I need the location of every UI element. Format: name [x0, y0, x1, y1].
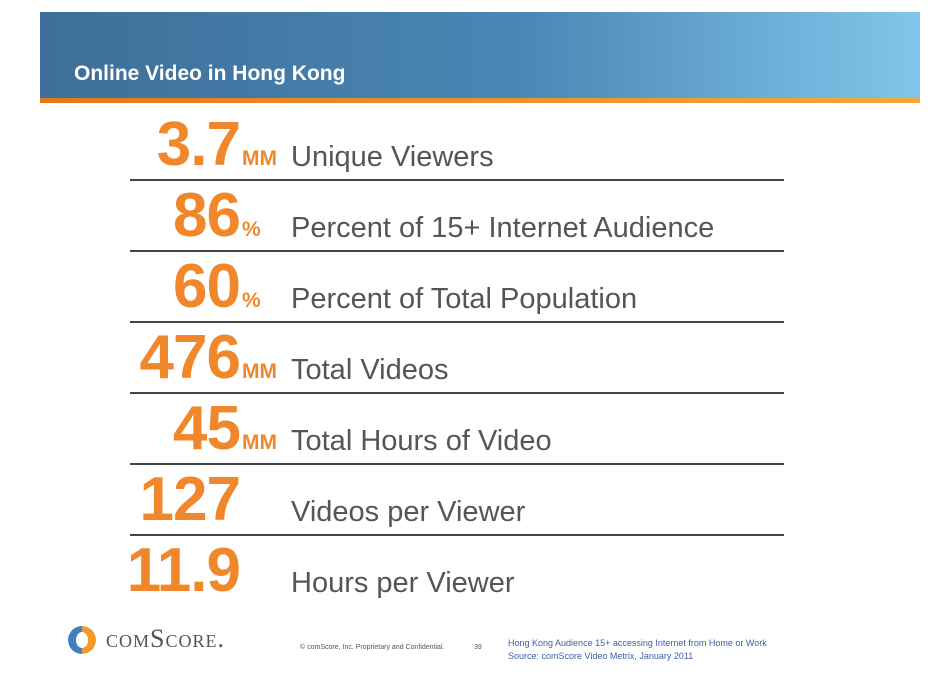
copyright: © comScore, Inc. Proprietary and Confide… [300, 644, 445, 651]
stat-row: 476 MM Total Videos [0, 322, 947, 393]
stat-unit: % [242, 218, 261, 241]
header-band [40, 12, 920, 98]
page-number: 39 [474, 644, 482, 651]
header-stripe [40, 98, 920, 103]
stat-label: Unique Viewers [291, 141, 494, 173]
stat-row: 3.7 MM Unique Viewers [0, 109, 947, 180]
stat-label: Total Hours of Video [291, 425, 552, 457]
logo-icon [68, 626, 96, 654]
stat-unit: MM [242, 147, 277, 170]
stat-label: Total Videos [291, 354, 449, 386]
stat-number: 45 [173, 394, 241, 463]
divider [130, 250, 784, 252]
divider [130, 392, 784, 394]
stat-unit: MM [242, 360, 277, 383]
stat-row: 127 Videos per Viewer [0, 464, 947, 535]
stat-label: Hours per Viewer [291, 567, 515, 599]
stat-unit: MM [242, 431, 277, 454]
divider [130, 463, 784, 465]
divider [130, 179, 784, 181]
footnote: Hong Kong Audience 15+ accessing Interne… [508, 638, 767, 648]
stat-row: 45 MM Total Hours of Video [0, 393, 947, 464]
slide-title: Online Video in Hong Kong [74, 62, 346, 85]
stat-number: 11.9 [126, 536, 241, 605]
stat-row: 86% Percent of 15+ Internet Audience [0, 180, 947, 251]
stat-label: Percent of 15+ Internet Audience [291, 212, 715, 244]
divider [130, 534, 784, 536]
stat-label: Videos per Viewer [291, 496, 526, 528]
stat-number: 127 [139, 465, 241, 534]
stat-number: 86 [173, 181, 241, 250]
stat-row: 60% Percent of Total Population [0, 251, 947, 322]
logo: comScore. [106, 624, 225, 653]
stat-number: 60 [173, 252, 241, 321]
stat-number: 476 [139, 323, 241, 392]
divider [130, 321, 784, 323]
stat-label: Percent of Total Population [291, 283, 638, 315]
footnote: Source: comScore Video Metrix, January 2… [508, 651, 694, 661]
stat-unit: % [242, 289, 261, 312]
stat-row: 11.9 Hours per Viewer [0, 535, 947, 606]
stat-number: 3.7 [156, 110, 241, 179]
